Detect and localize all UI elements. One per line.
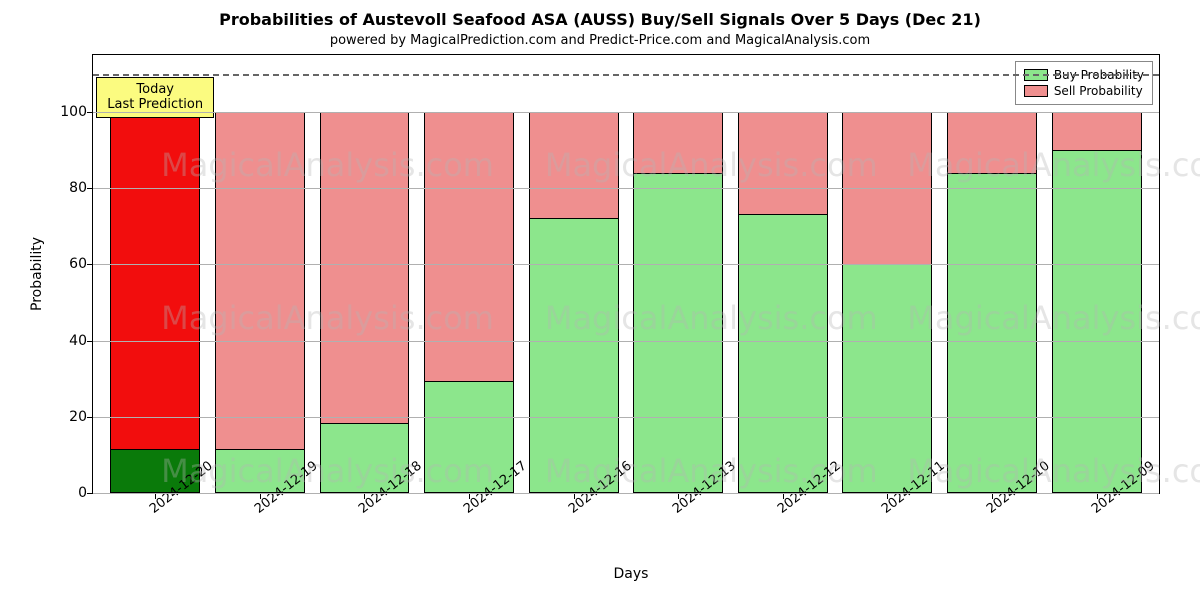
ytick-mark — [87, 188, 93, 189]
bar-segment-sell — [1053, 113, 1141, 151]
stacked-bar — [947, 112, 1037, 493]
bar-slot: 2024-12-17 — [417, 55, 522, 493]
ytick-mark — [87, 493, 93, 494]
stacked-bar — [215, 112, 305, 493]
bar-segment-sell — [111, 113, 199, 450]
chart-title: Probabilities of Austevoll Seafood ASA (… — [30, 10, 1170, 29]
ytick-label: 20 — [51, 409, 87, 425]
callout-line2: Last Prediction — [107, 97, 203, 113]
gridline — [93, 493, 1159, 494]
bar-slot: 2024-12-13 — [626, 55, 731, 493]
legend-label-sell: Sell Probability — [1054, 84, 1143, 98]
legend: Buy Probability Sell Probability — [1015, 61, 1153, 105]
chart-subtitle: powered by MagicalPrediction.com and Pre… — [30, 33, 1170, 48]
x-axis-label: Days — [92, 566, 1170, 582]
bar-segment-buy — [1053, 151, 1141, 492]
chart-container: Probabilities of Austevoll Seafood ASA (… — [0, 0, 1200, 600]
bar-segment-sell — [739, 113, 827, 215]
stacked-bar — [529, 112, 619, 493]
bar-segment-sell — [216, 113, 304, 450]
ytick-label: 80 — [51, 180, 87, 196]
bar-slot: 2024-12-19 — [208, 55, 313, 493]
plot-area: Probability 2024-12-202024-12-192024-12-… — [92, 54, 1160, 494]
bar-segment-buy — [634, 174, 722, 492]
gridline — [93, 341, 1159, 342]
bar-slot: 2024-12-11 — [835, 55, 940, 493]
gridline — [93, 417, 1159, 418]
ytick-mark — [87, 417, 93, 418]
gridline — [93, 188, 1159, 189]
ytick-label: 100 — [51, 104, 87, 120]
bar-slot: 2024-12-18 — [312, 55, 417, 493]
ytick-label: 40 — [51, 333, 87, 349]
bar-segment-sell — [530, 113, 618, 219]
bar-segment-sell — [425, 113, 513, 382]
bar-slot: 2024-12-09 — [1044, 55, 1149, 493]
stacked-bar — [320, 112, 410, 493]
stacked-bar — [1052, 112, 1142, 493]
ytick-mark — [87, 341, 93, 342]
bar-slot: 2024-12-12 — [731, 55, 836, 493]
stacked-bar — [424, 112, 514, 493]
bar-segment-buy — [843, 265, 931, 492]
bar-slot: 2024-12-16 — [521, 55, 626, 493]
callout-line1: Today — [107, 82, 203, 98]
bar-segment-sell — [948, 113, 1036, 174]
stacked-bar — [842, 112, 932, 493]
bar-segment-sell — [321, 113, 409, 424]
ytick-mark — [87, 112, 93, 113]
reference-line — [93, 74, 1159, 76]
bar-segment-buy — [530, 219, 618, 492]
gridline — [93, 264, 1159, 265]
ytick-mark — [87, 264, 93, 265]
stacked-bar — [110, 112, 200, 493]
legend-swatch-sell — [1024, 85, 1048, 97]
legend-item-sell: Sell Probability — [1024, 84, 1144, 98]
stacked-bar — [738, 112, 828, 493]
bar-segment-buy — [739, 215, 827, 492]
stacked-bar — [633, 112, 723, 493]
ytick-label: 0 — [51, 485, 87, 501]
bars-container: 2024-12-202024-12-192024-12-182024-12-17… — [93, 55, 1159, 493]
gridline — [93, 112, 1159, 113]
bar-slot: 2024-12-20 — [103, 55, 208, 493]
ytick-label: 60 — [51, 256, 87, 272]
bar-slot: 2024-12-10 — [940, 55, 1045, 493]
y-axis-label: Probability — [29, 237, 45, 311]
bar-segment-sell — [634, 113, 722, 174]
bar-segment-buy — [948, 174, 1036, 492]
